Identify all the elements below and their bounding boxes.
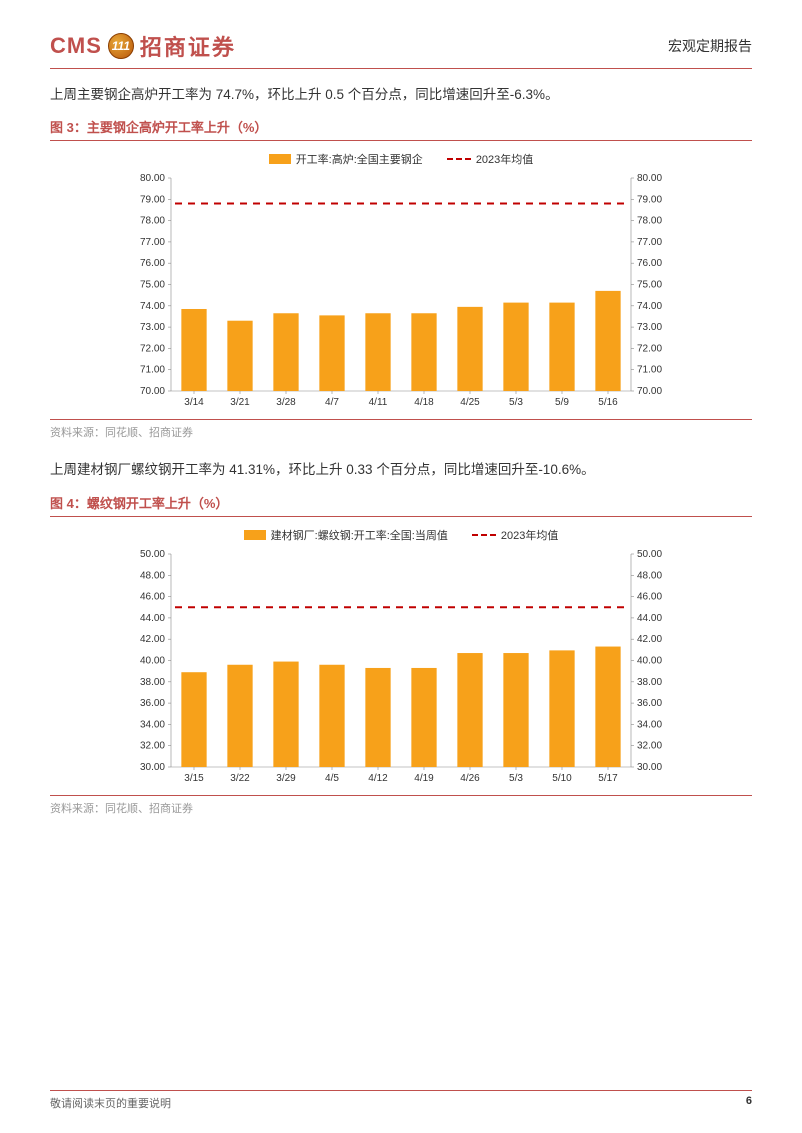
svg-text:3/28: 3/28 xyxy=(276,397,296,408)
svg-text:76.00: 76.00 xyxy=(637,258,662,269)
svg-text:74.00: 74.00 xyxy=(637,301,662,312)
svg-text:79.00: 79.00 xyxy=(140,195,165,206)
legend-bar-label: 开工率:高炉:全国主要钢企 xyxy=(296,151,423,167)
logo-cn-text: 招商证券 xyxy=(140,30,236,62)
svg-text:3/15: 3/15 xyxy=(184,773,204,784)
svg-text:3/29: 3/29 xyxy=(276,773,296,784)
figure-3-legend: 开工率:高炉:全国主要钢企 2023年均值 xyxy=(121,151,681,167)
svg-text:74.00: 74.00 xyxy=(140,301,165,312)
svg-text:42.00: 42.00 xyxy=(140,634,165,645)
svg-text:80.00: 80.00 xyxy=(140,173,165,184)
legend-bar-label: 建材钢厂:螺纹钢:开工率:全国:当周值 xyxy=(271,527,448,543)
svg-text:32.00: 32.00 xyxy=(637,740,662,751)
legend-dash-label: 2023年均值 xyxy=(501,527,558,543)
svg-text:72.00: 72.00 xyxy=(140,344,165,355)
svg-text:73.00: 73.00 xyxy=(140,322,165,333)
svg-text:79.00: 79.00 xyxy=(637,195,662,206)
svg-text:71.00: 71.00 xyxy=(140,365,165,376)
svg-text:5/9: 5/9 xyxy=(555,397,569,408)
svg-text:30.00: 30.00 xyxy=(140,762,165,773)
legend-dash-swatch xyxy=(447,158,471,160)
legend-bar-swatch xyxy=(244,530,266,540)
svg-text:5/3: 5/3 xyxy=(509,397,523,408)
svg-text:48.00: 48.00 xyxy=(140,570,165,581)
svg-text:70.00: 70.00 xyxy=(140,386,165,397)
page-footer: 敬请阅读末页的重要说明 6 xyxy=(50,1090,752,1111)
svg-text:40.00: 40.00 xyxy=(637,655,662,666)
svg-text:38.00: 38.00 xyxy=(637,676,662,687)
figure-3-source: 资料来源：同花顺、招商证券 xyxy=(50,419,752,440)
figure-4-source: 资料来源：同花顺、招商证券 xyxy=(50,795,752,816)
svg-text:34.00: 34.00 xyxy=(637,719,662,730)
svg-text:4/18: 4/18 xyxy=(414,397,434,408)
figure-3-svg: 70.00 70.00 71.00 71.00 72.00 72.00 73.00 73.00… xyxy=(121,173,681,413)
svg-text:4/26: 4/26 xyxy=(460,773,480,784)
svg-text:71.00: 71.00 xyxy=(637,365,662,376)
svg-text:80.00: 80.00 xyxy=(637,173,662,184)
svg-text:4/12: 4/12 xyxy=(368,773,388,784)
svg-text:72.00: 72.00 xyxy=(637,344,662,355)
svg-text:4/7: 4/7 xyxy=(325,397,339,408)
logo-group: CMS 111 招商证券 xyxy=(50,30,236,62)
svg-text:48.00: 48.00 xyxy=(637,570,662,581)
legend-bar-item: 建材钢厂:螺纹钢:开工率:全国:当周值 xyxy=(244,527,448,543)
svg-text:42.00: 42.00 xyxy=(637,634,662,645)
svg-text:46.00: 46.00 xyxy=(637,591,662,602)
svg-text:5/16: 5/16 xyxy=(598,397,618,408)
logo-cms-text: CMS xyxy=(50,33,102,59)
svg-text:73.00: 73.00 xyxy=(637,322,662,333)
svg-text:70.00: 70.00 xyxy=(637,386,662,397)
figure-4-legend: 建材钢厂:螺纹钢:开工率:全国:当周值 2023年均值 xyxy=(121,527,681,543)
svg-text:46.00: 46.00 xyxy=(140,591,165,602)
figure-4-title: 图 4：螺纹钢开工率上升（%） xyxy=(50,493,752,517)
svg-text:77.00: 77.00 xyxy=(637,237,662,248)
legend-dash-swatch xyxy=(472,534,496,536)
svg-text:40.00: 40.00 xyxy=(140,655,165,666)
svg-text:36.00: 36.00 xyxy=(637,698,662,709)
svg-text:50.00: 50.00 xyxy=(637,549,662,560)
svg-text:30.00: 30.00 xyxy=(637,762,662,773)
svg-text:78.00: 78.00 xyxy=(140,216,165,227)
logo-badge-icon: 111 xyxy=(108,33,134,59)
legend-bar-item: 开工率:高炉:全国主要钢企 xyxy=(269,151,423,167)
svg-text:75.00: 75.00 xyxy=(140,280,165,291)
svg-text:3/21: 3/21 xyxy=(230,397,250,408)
svg-text:4/5: 4/5 xyxy=(325,773,339,784)
figure-4-chart: 建材钢厂:螺纹钢:开工率:全国:当周值 2023年均值 30.00 30.00 32… xyxy=(121,527,681,789)
svg-text:32.00: 32.00 xyxy=(140,740,165,751)
svg-text:5/17: 5/17 xyxy=(598,773,618,784)
svg-text:34.00: 34.00 xyxy=(140,719,165,730)
figure-3-title: 图 3：主要钢企高炉开工率上升（%） xyxy=(50,117,752,141)
svg-text:5/3: 5/3 xyxy=(509,773,523,784)
footer-disclaimer: 敬请阅读末页的重要说明 xyxy=(50,1095,171,1111)
svg-text:4/25: 4/25 xyxy=(460,397,480,408)
svg-text:38.00: 38.00 xyxy=(140,676,165,687)
svg-text:78.00: 78.00 xyxy=(637,216,662,227)
svg-text:76.00: 76.00 xyxy=(140,258,165,269)
svg-text:44.00: 44.00 xyxy=(637,612,662,623)
svg-text:4/19: 4/19 xyxy=(414,773,434,784)
page-header: CMS 111 招商证券 宏观定期报告 xyxy=(50,30,752,69)
paragraph-2: 上周建材钢厂螺纹钢开工率为 41.31%，环比上升 0.33 个百分点，同比增速… xyxy=(50,458,752,482)
footer-page-number: 6 xyxy=(746,1095,752,1111)
figure-3-chart: 开工率:高炉:全国主要钢企 2023年均值 70.00 70.00 71.00 71.… xyxy=(121,151,681,413)
doc-type-label: 宏观定期报告 xyxy=(668,36,752,56)
figure-4-svg: 30.00 30.00 32.00 32.00 34.00 34.00 36.00 36.00… xyxy=(121,549,681,789)
legend-bar-swatch xyxy=(269,154,291,164)
svg-text:5/10: 5/10 xyxy=(552,773,572,784)
paragraph-1: 上周主要钢企高炉开工率为 74.7%，环比上升 0.5 个百分点，同比增速回升至… xyxy=(50,83,752,107)
svg-text:36.00: 36.00 xyxy=(140,698,165,709)
svg-text:50.00: 50.00 xyxy=(140,549,165,560)
legend-dash-item: 2023年均值 xyxy=(472,527,558,543)
svg-text:4/11: 4/11 xyxy=(369,397,388,408)
svg-text:3/22: 3/22 xyxy=(230,773,250,784)
svg-text:3/14: 3/14 xyxy=(184,397,204,408)
legend-dash-label: 2023年均值 xyxy=(476,151,533,167)
legend-dash-item: 2023年均值 xyxy=(447,151,533,167)
svg-text:75.00: 75.00 xyxy=(637,280,662,291)
svg-text:44.00: 44.00 xyxy=(140,612,165,623)
svg-text:77.00: 77.00 xyxy=(140,237,165,248)
